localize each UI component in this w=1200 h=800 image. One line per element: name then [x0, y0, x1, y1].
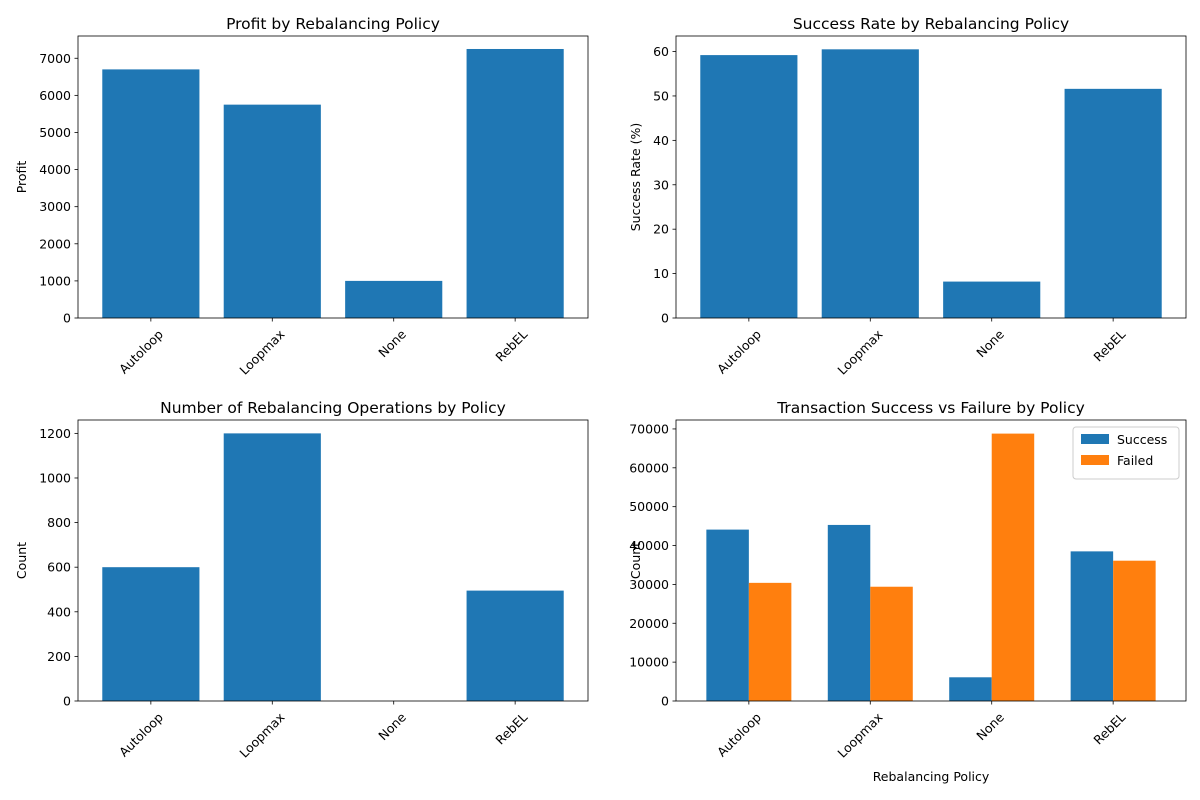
legend-swatch-success [1081, 434, 1109, 444]
axes-frame [77, 419, 589, 702]
x-tick-label: None [375, 709, 409, 743]
legend: Success Failed [1072, 426, 1180, 480]
bar-rebel-failed [1113, 560, 1156, 701]
x-tick-label: RebEL [1090, 327, 1128, 365]
bar-autoloop-success [706, 529, 749, 701]
y-axis-label: Success Rate (%) [628, 123, 643, 232]
y-tick-label: 30 [653, 177, 669, 192]
y-tick-label: 10000 [629, 655, 669, 670]
bar-autoloop [102, 69, 200, 318]
y-tick-label: 0 [63, 311, 71, 326]
bar-loopmax-success [827, 524, 871, 701]
chart-3: 0 200 400 600 800 1000 1200 Autoloop Loopmax None… [14, 399, 589, 761]
chart-1: 0 1000 2000 3000 4000 5000 6000 7000 Autoloop Loo… [14, 15, 589, 378]
bar-loopmax [223, 433, 321, 701]
chart-title: Transaction Success vs Failure by Policy [776, 399, 1085, 417]
y-tick-label: 2000 [39, 236, 71, 251]
bar-autoloop [102, 567, 200, 701]
y-tick-label: 5000 [39, 125, 71, 140]
bar-none [345, 280, 443, 318]
x-tick-label: None [973, 709, 1007, 743]
x-tick-label: Autoloop [116, 710, 166, 760]
y-tick-label: 0 [661, 694, 669, 709]
x-tick-label: RebEL [1090, 710, 1128, 748]
bar-none-success [949, 677, 992, 701]
y-tick-label: 3000 [39, 199, 71, 214]
x-tick-label: RebEL [492, 327, 530, 365]
legend-label-failed: Failed [1117, 453, 1153, 468]
y-tick-label: 6000 [39, 88, 71, 103]
y-axis-label: Profit [14, 161, 29, 194]
chart-title: Success Rate by Rebalancing Policy [793, 15, 1069, 33]
x-axis-label: Rebalancing Policy [873, 769, 990, 784]
y-tick-label: 200 [47, 649, 71, 664]
legend-label-success: Success [1117, 432, 1167, 447]
y-tick-label: 0 [63, 694, 71, 709]
bar-loopmax [821, 49, 919, 318]
bar-rebel-success [1070, 551, 1114, 701]
x-tick-label: Loopmax [236, 327, 287, 378]
axes-frame [675, 419, 1187, 702]
y-tick-label: 10 [653, 266, 669, 281]
bar-loopmax-failed [870, 586, 913, 701]
bar-autoloop-failed [748, 582, 792, 701]
bar-none [943, 281, 1041, 318]
y-tick-label: 70000 [629, 421, 669, 436]
y-tick-label: 20 [653, 222, 669, 237]
chart-title: Profit by Rebalancing Policy [226, 15, 440, 33]
chart-2: 0 10 20 30 40 50 60 Autoloop Loopmax None RebEL Suc… [628, 15, 1187, 378]
y-tick-label: 20000 [629, 616, 669, 631]
y-tick-label: 50 [653, 88, 669, 103]
bar-rebel [1064, 88, 1162, 318]
y-tick-label: 40000 [629, 538, 669, 553]
chart-4: 0 10000 20000 30000 40000 50000 60000 70000 Auto… [628, 399, 1187, 784]
x-tick-label: None [375, 326, 409, 360]
axes-frame [675, 35, 1187, 319]
y-tick-label: 400 [47, 604, 71, 619]
chart-title: Number of Rebalancing Operations by Poli… [160, 399, 506, 417]
y-tick-label: 1000 [39, 273, 71, 288]
y-tick-label: 50000 [629, 499, 669, 514]
bar-rebel [466, 48, 564, 318]
y-tick-label: 60000 [629, 460, 669, 475]
x-tick-label: Autoloop [714, 327, 764, 377]
x-tick-label: None [973, 326, 1007, 360]
bar-none-failed [991, 433, 1035, 701]
y-axis-label: Count [14, 542, 29, 579]
x-tick-label: Loopmax [834, 710, 885, 761]
y-tick-label: 30000 [629, 577, 669, 592]
y-tick-label: 60 [653, 44, 669, 59]
x-tick-label: Autoloop [116, 327, 166, 377]
x-tick-label: RebEL [492, 710, 530, 748]
y-tick-label: 0 [661, 311, 669, 326]
bar-loopmax [223, 104, 321, 318]
y-axis-label: Count [628, 542, 643, 579]
y-tick-label: 4000 [39, 162, 71, 177]
bar-rebel [466, 590, 564, 701]
y-tick-label: 7000 [39, 51, 71, 66]
legend-swatch-failed [1081, 455, 1109, 465]
y-tick-label: 600 [47, 560, 71, 575]
y-tick-label: 800 [47, 515, 71, 530]
y-tick-label: 1000 [39, 470, 71, 485]
axes-frame [77, 35, 589, 319]
bar-autoloop [700, 55, 798, 318]
y-tick-label: 1200 [39, 426, 71, 441]
x-tick-label: Loopmax [834, 327, 885, 378]
x-tick-label: Loopmax [236, 710, 287, 761]
y-tick-label: 40 [653, 133, 669, 148]
x-tick-label: Autoloop [714, 710, 764, 760]
